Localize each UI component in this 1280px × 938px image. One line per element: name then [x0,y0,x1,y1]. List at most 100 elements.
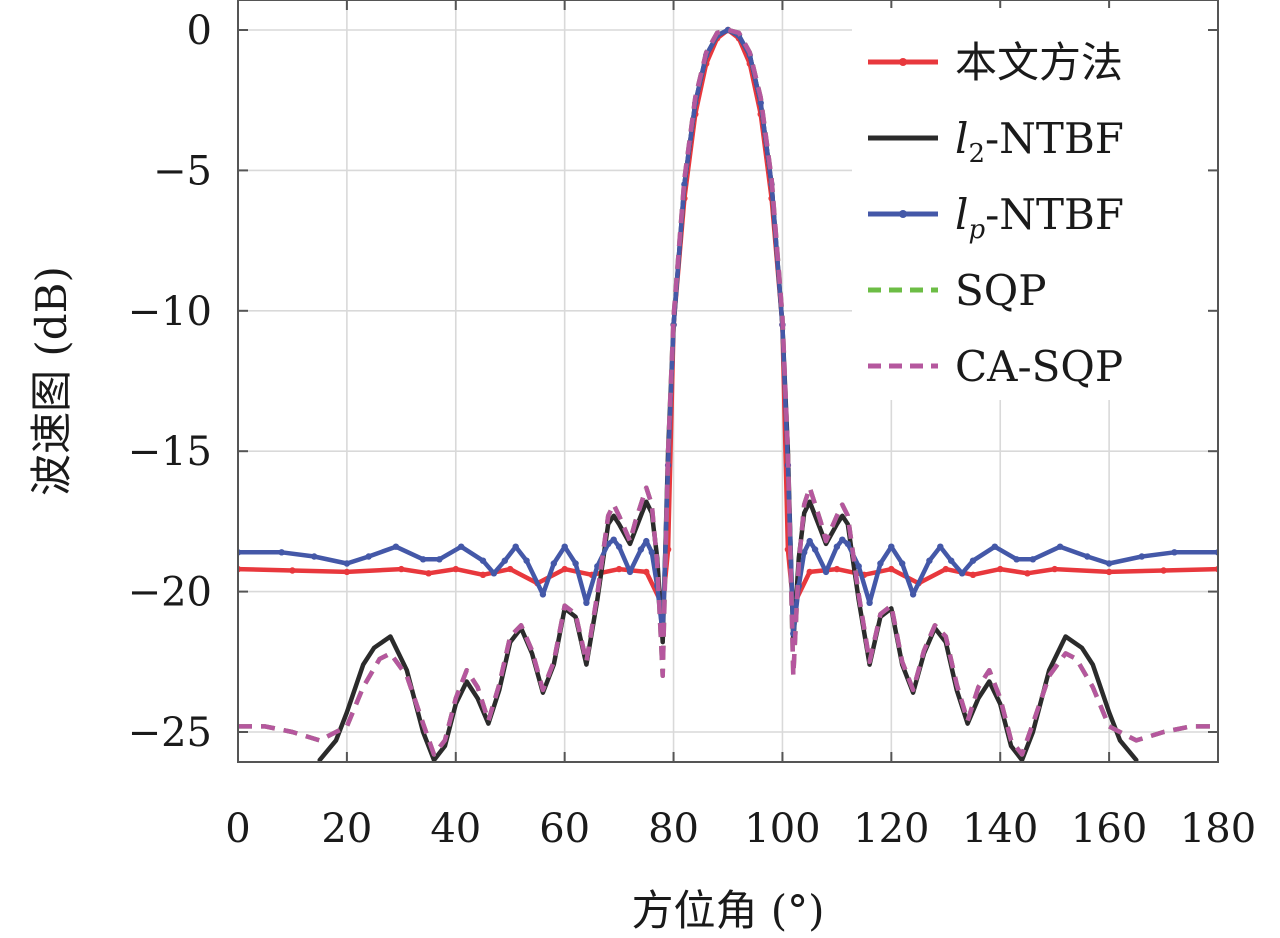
plot-frame [237,0,1219,763]
series-point [289,567,296,574]
series-point [888,565,895,573]
series-point [561,543,568,550]
series-point [877,560,884,567]
series-point [1024,570,1031,577]
series-point [648,549,655,556]
series-point [1105,560,1113,567]
series-point [523,557,530,564]
series-point [909,591,917,598]
x-tick-label: 20 [321,806,372,852]
series-point [839,536,846,543]
x-tick-label: 80 [648,806,699,852]
series-point [343,560,351,567]
legend-label: SQP [955,266,1046,315]
series-point [436,556,443,563]
series-point [452,565,459,573]
y-axis-label: 波速图 (dB) [27,266,76,496]
series-point [969,571,977,578]
series-point [899,560,906,567]
legend-marker [899,58,907,66]
x-tick-label: 60 [539,806,590,852]
series-point [365,553,372,560]
y-tick-label: −5 [153,148,212,194]
y-tick-label: −10 [128,289,212,335]
series-point [942,565,949,573]
series-point [490,570,498,577]
series-point [419,556,427,563]
series-point [801,549,808,556]
x-tick-label: 180 [1180,806,1256,852]
legend-label: CA-SQP [955,342,1123,391]
series-point [866,599,873,606]
series-point [958,570,966,577]
legend: 本文方法 l2-NTBF lp-NTBF SQP CA-SQP [852,8,1208,400]
series-point [969,557,977,564]
series-point [398,565,405,573]
series-point [806,568,813,576]
axis-ticks: 0 20 40 60 80 100 120 140 160 180 0 −5 −10 −15 −20 −25 [128,0,1256,852]
series-point [926,557,933,564]
series-point [610,536,617,543]
series-point [311,553,318,560]
series-point [278,549,285,556]
series-point [637,546,645,553]
series-point [458,543,465,550]
series-point [643,568,650,576]
series-point [615,543,623,550]
series-point [572,560,579,567]
x-tick-label: 160 [1071,806,1147,852]
series-point [1171,549,1178,556]
plot-area [238,26,1218,762]
legend-label: 本文方法 [955,38,1123,87]
series-point [888,543,895,550]
legend-label: l2-NTBF [955,114,1124,169]
series-point [343,568,351,576]
x-axis-label: 方位角 (°) [631,886,824,935]
series-point [1105,568,1113,576]
legend-marker [899,210,907,218]
series-point [844,540,851,548]
series-point [550,560,557,567]
x-tick-label: 100 [744,806,820,852]
series-point [997,565,1004,573]
x-tick-label: 140 [962,806,1038,852]
series-point [681,181,688,188]
y-tick-label: −25 [128,710,212,756]
y-tick-label: 0 [187,8,212,54]
series-point [501,557,508,564]
series-point [1160,567,1167,574]
series-line-4 [238,27,1218,757]
series-point [539,591,547,598]
series-point [806,537,813,545]
series-point [583,599,590,606]
x-tick-label: 40 [430,806,481,852]
series-point [1084,553,1091,560]
series-point [1029,556,1037,563]
series-point [1138,553,1146,560]
series-point [643,537,650,545]
series-point [1051,565,1058,573]
series-point [507,565,514,573]
series-point [512,543,519,550]
series-point [811,546,819,553]
series-point [948,557,955,564]
y-tick-label: −15 [128,429,212,475]
series-point [479,557,487,564]
x-tick-label: 0 [225,806,250,852]
series-point [822,568,830,576]
series-point [991,543,998,550]
legend-label: lp-NTBF [955,190,1124,245]
series-point [425,570,432,577]
y-tick-label: −20 [128,570,212,616]
series-point [615,565,623,573]
series-point [833,543,841,550]
series-point [626,568,634,576]
series-point [1013,556,1020,563]
series-point [937,543,944,550]
series-point [479,571,487,578]
x-tick-label: 120 [853,806,929,852]
series-point [561,565,568,573]
series-point [833,565,841,573]
series-point [392,543,400,550]
